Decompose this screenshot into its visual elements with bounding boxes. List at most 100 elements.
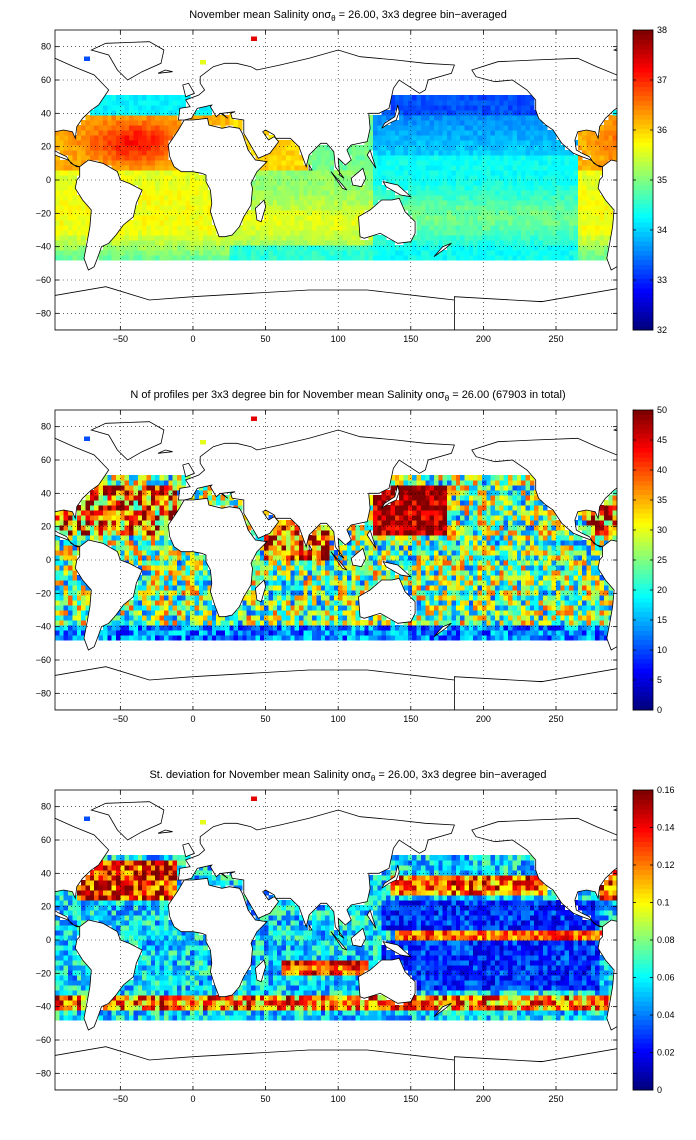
heatmap-cell	[390, 555, 396, 561]
heatmap-cell	[373, 240, 378, 246]
heatmap-cell	[316, 165, 322, 171]
heatmap-cell	[394, 175, 400, 181]
heatmap-cell	[442, 250, 448, 256]
heatmap-cell	[198, 560, 204, 566]
heatmap-cell	[298, 600, 304, 606]
heatmap-cell	[163, 555, 169, 561]
heatmap-cell	[320, 155, 326, 161]
heatmap-cell	[608, 225, 614, 231]
heatmap-cell	[416, 160, 422, 166]
heatmap-cell	[255, 615, 261, 621]
heatmap-cell	[359, 150, 365, 156]
heatmap-cell	[381, 625, 387, 631]
heatmap-cell	[355, 590, 361, 596]
heatmap-cell	[207, 620, 213, 626]
heatmap-cell	[407, 565, 413, 571]
heatmap-cell	[102, 105, 108, 111]
heatmap-cell	[124, 165, 130, 171]
heatmap-cell	[377, 125, 383, 131]
heatmap-cell	[403, 205, 409, 211]
heatmap-cell	[181, 580, 187, 586]
heatmap-cell	[220, 500, 226, 506]
heatmap-cell	[68, 190, 73, 196]
heatmap-cell	[102, 245, 108, 251]
heatmap-cell	[403, 130, 409, 136]
land-outline	[471, 57, 617, 168]
heatmap-cell	[181, 100, 187, 106]
heatmap-cell	[129, 120, 134, 126]
heatmap-cell	[211, 500, 217, 506]
heatmap-cell	[285, 225, 291, 231]
colorbar-swatch	[633, 95, 653, 101]
heatmap-cell	[290, 250, 296, 256]
heatmap-cell	[416, 150, 422, 156]
heatmap-cell	[63, 610, 69, 616]
heatmap-cell	[251, 580, 256, 586]
heatmap-cell	[251, 150, 256, 156]
heatmap-cell	[194, 615, 200, 621]
heatmap-cell	[455, 225, 461, 231]
heatmap-cell	[495, 240, 500, 246]
heatmap-cell	[329, 185, 335, 191]
heatmap-cell	[142, 575, 147, 581]
heatmap-cell	[168, 135, 174, 141]
heatmap-cell	[163, 635, 169, 641]
heatmap-cell	[312, 590, 317, 596]
heatmap-cell	[560, 175, 566, 181]
heatmap-cell	[373, 570, 378, 576]
heatmap-cell	[403, 185, 409, 191]
heatmap-cell	[303, 245, 309, 251]
heatmap-cell	[150, 95, 156, 101]
heatmap-cell	[216, 120, 221, 126]
heatmap-cell	[564, 180, 570, 186]
heatmap-cell	[333, 615, 339, 621]
heatmap-cell	[124, 130, 130, 136]
heatmap-cell	[407, 125, 413, 131]
heatmap-cell	[468, 220, 474, 226]
heatmap-cell	[399, 475, 404, 481]
heatmap-cell	[595, 245, 600, 251]
heatmap-cell	[420, 105, 426, 111]
heatmap-cell	[72, 220, 78, 226]
heatmap-cell	[194, 605, 200, 611]
heatmap-cell	[490, 160, 496, 166]
heatmap-cell	[359, 585, 365, 591]
heatmap-cell	[142, 95, 147, 101]
heatmap-cell	[142, 485, 147, 491]
heatmap-cell	[72, 530, 78, 536]
heatmap-cell	[407, 630, 413, 636]
colorbar-swatch	[633, 67, 653, 73]
heatmap-cell	[159, 185, 165, 191]
heatmap-cell	[603, 135, 609, 141]
heatmap-cell	[534, 125, 539, 131]
heatmap-cell	[516, 115, 522, 121]
heatmap-cell	[115, 255, 121, 261]
heatmap-cell	[290, 520, 296, 526]
heatmap-cell	[542, 140, 548, 146]
heatmap-cell	[338, 545, 343, 551]
heatmap-cell	[599, 230, 605, 236]
heatmap-cell	[185, 215, 191, 221]
heatmap-cell	[394, 245, 400, 251]
heatmap-cell	[298, 185, 304, 191]
heatmap-cell	[185, 630, 191, 636]
heatmap-cell	[142, 510, 147, 516]
heatmap-cell	[346, 215, 352, 221]
heatmap-cell	[159, 95, 165, 101]
heatmap-cell	[146, 575, 152, 581]
heatmap-cell	[172, 560, 178, 566]
heatmap-cell	[495, 125, 500, 131]
heatmap-cell	[390, 525, 396, 531]
heatmap-cell	[211, 605, 217, 611]
heatmap-cell	[137, 145, 143, 151]
heatmap-cell	[342, 620, 348, 626]
heatmap-cell	[425, 160, 431, 166]
heatmap-cell	[137, 110, 143, 116]
heatmap-cell	[142, 100, 147, 106]
heatmap-cell	[473, 220, 478, 226]
heatmap-cell	[312, 530, 317, 536]
heatmap-cell	[460, 255, 465, 261]
heatmap-cell	[159, 505, 165, 511]
heatmap-cell	[547, 170, 553, 176]
heatmap-cell	[573, 165, 579, 171]
